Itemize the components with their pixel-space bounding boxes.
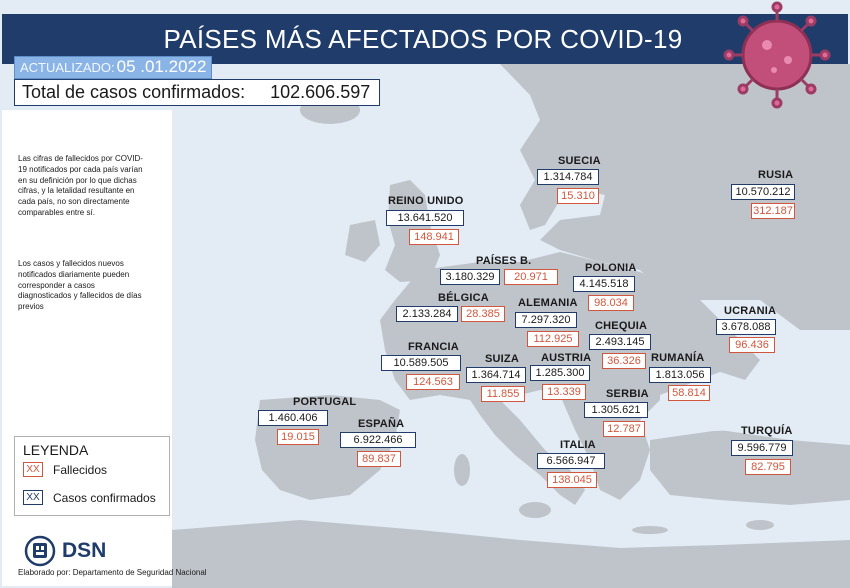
- land-north: [500, 64, 850, 330]
- country-name-portugal: PORTUGAL: [293, 396, 357, 408]
- cases-alemania: 7.297.320: [515, 312, 577, 328]
- country-name-serbia: SERBIA: [606, 388, 649, 400]
- deaths-rusia: 312.187: [751, 203, 795, 219]
- land-cyprus: [746, 520, 774, 530]
- total-cases-label: Total de casos confirmados:: [22, 82, 246, 102]
- cases-belgica: 2.133.284: [396, 306, 458, 322]
- land-sardinia: [454, 454, 470, 486]
- country-name-rusia: RUSIA: [758, 169, 794, 181]
- land-africa: [172, 520, 850, 588]
- deaths-reino-unido: 148.941: [409, 229, 459, 245]
- cases-suiza: 1.364.714: [466, 367, 526, 383]
- updated-label: ACTUALIZADO:: [20, 60, 115, 75]
- deaths-belgica: 28.385: [461, 306, 505, 322]
- country-name-austria: AUSTRIA: [541, 352, 592, 364]
- land-sicily: [519, 502, 551, 518]
- deaths-turquia: 82.795: [745, 459, 791, 475]
- country-name-paises-bajos: PAÍSES B.: [476, 255, 532, 267]
- cases-portugal: 1.460.406: [258, 410, 328, 426]
- country-name-espana: ESPAÑA: [358, 418, 405, 430]
- total-cases-box: Total de casos confirmados: 102.606.597: [14, 79, 380, 106]
- deaths-austria: 13.339: [542, 384, 586, 400]
- country-name-reino-unido: REINO UNIDO: [388, 195, 464, 207]
- deaths-espana: 89.837: [357, 451, 401, 467]
- legend-deaths-label: Fallecidos: [53, 463, 108, 477]
- deaths-chequia: 36.326: [602, 353, 646, 369]
- country-name-polonia: POLONIA: [585, 262, 637, 274]
- note-deaths-definition: Las cifras de fallecidos por COVID-19 no…: [18, 154, 143, 217]
- deaths-suecia: 15.310: [557, 188, 599, 204]
- deaths-suiza: 11.855: [481, 386, 525, 402]
- deaths-ucrania: 96.436: [729, 337, 775, 353]
- country-name-italia: ITALIA: [560, 439, 596, 451]
- updated-badge: ACTUALIZADO: 05 .01.2022: [14, 56, 213, 79]
- cases-rusia: 10.570.212: [731, 184, 795, 200]
- header-bar: [2, 14, 848, 64]
- cases-francia: 10.589.505: [381, 355, 461, 371]
- cases-ucrania: 3.678.088: [716, 319, 776, 335]
- deaths-francia: 124.563: [406, 374, 460, 390]
- land-crete: [632, 526, 668, 534]
- cases-rumania: 1.813.056: [649, 367, 711, 383]
- legend: LEYENDA XX Fallecidos XX Casos confirmad…: [14, 436, 170, 516]
- coronavirus-icon: [723, 1, 831, 109]
- page-title: PAÍSES MÁS AFECTADOS POR COVID-19: [163, 24, 683, 54]
- cases-italia: 6.566.947: [537, 453, 605, 469]
- total-cases-value: 102.606.597: [270, 82, 371, 102]
- country-name-ucrania: UCRANIA: [724, 305, 777, 317]
- cases-espana: 6.922.466: [340, 432, 416, 448]
- updated-date: 05 .01.2022: [116, 57, 207, 76]
- cases-reino-unido: 13.641.520: [386, 210, 464, 226]
- note-daily-reports: Los casos y fallecidos nuevos notificado…: [18, 259, 142, 312]
- country-name-suiza: SUIZA: [485, 353, 519, 365]
- country-name-chequia: CHEQUIA: [595, 320, 648, 332]
- country-name-rumania: RUMANÍA: [651, 352, 705, 364]
- country-name-turquia: TURQUÍA: [741, 425, 793, 437]
- country-name-suecia: SUECIA: [558, 155, 601, 167]
- country-name-francia: FRANCIA: [408, 341, 459, 353]
- deaths-portugal: 19.015: [277, 429, 319, 445]
- deaths-rumania: 58.814: [668, 385, 710, 401]
- dsn-logo-text: DSN: [62, 539, 107, 562]
- footer-credit: Elaborado por: Departamento de Seguridad…: [18, 568, 207, 577]
- deaths-serbia: 12.787: [603, 421, 645, 437]
- deaths-italia: 138.045: [547, 472, 597, 488]
- cases-serbia: 1.305.621: [584, 402, 648, 418]
- country-name-alemania: ALEMANIA: [518, 297, 578, 309]
- deaths-alemania: 112.925: [527, 331, 579, 347]
- deaths-paises-bajos: 20.971: [504, 269, 558, 285]
- cases-turquia: 9.596.779: [731, 440, 793, 456]
- cases-austria: 1.285.300: [530, 365, 590, 381]
- cases-chequia: 2.493.145: [589, 334, 651, 350]
- legend-cases-swatch: XX: [23, 490, 43, 505]
- land-ireland: [345, 220, 380, 262]
- country-name-belgica: BÉLGICA: [438, 292, 489, 304]
- cases-paises-bajos: 3.180.329: [440, 269, 500, 285]
- cases-polonia: 4.145.518: [573, 276, 635, 292]
- cases-suecia: 1.314.784: [537, 169, 599, 185]
- dsn-coat-of-arms-icon: [24, 535, 56, 567]
- deaths-polonia: 98.034: [588, 295, 634, 311]
- legend-title: LEYENDA: [23, 442, 89, 458]
- legend-cases-label: Casos confirmados: [53, 491, 156, 505]
- legend-deaths-swatch: XX: [23, 462, 43, 477]
